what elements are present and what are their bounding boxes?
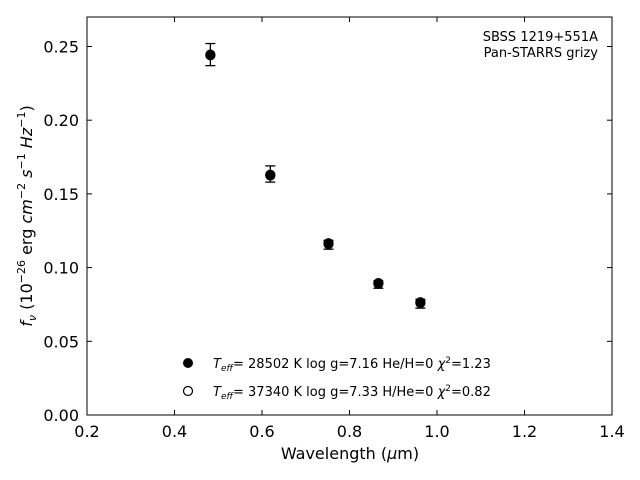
y-tick-label: 0.20 [43, 111, 79, 130]
ticks [86, 17, 613, 416]
point-filled [205, 50, 216, 61]
point-filled [323, 238, 334, 250]
legend-label-filled: Teff= 28502 K log g=7.16 He/H=0 χ2=1.23 [213, 356, 491, 374]
legend-marker-filled [183, 358, 193, 368]
legend-marker-open [182, 385, 194, 397]
markers [205, 49, 426, 309]
plot-area [86, 16, 613, 416]
point-filled [415, 297, 426, 309]
annotation-object: SBSS 1219+551A [483, 30, 598, 45]
x-tick-label: 0.4 [162, 422, 187, 441]
y-tick-label: 0.25 [43, 37, 79, 56]
x-tick-label: 1.2 [512, 422, 537, 441]
annotation-survey: Pan-STARRS grizy [484, 46, 599, 61]
tick-labels: 0.2 0.4 0.6 0.8 1.0 1.2 1.4 0.00 0.05 0.10 0.15 0.2… [43, 37, 624, 441]
x-tick-label: 1.4 [599, 422, 624, 441]
x-tick-label: 0.2 [74, 422, 99, 441]
x-tick-label: 1.0 [424, 422, 449, 441]
point-filled [265, 169, 276, 180]
x-tick-label: 0.8 [337, 422, 362, 441]
y-tick-label: 0.10 [43, 259, 79, 278]
y-tick-label: 0.05 [43, 332, 79, 351]
point-filled [373, 277, 384, 289]
y-axis-label: fν (10−26 erg cm−2 s−1 Hz−1) [15, 105, 39, 326]
x-tick-label: 0.6 [249, 422, 274, 441]
legend-label-open: Teff= 37340 K log g=7.33 H/He=0 χ2=0.82 [213, 384, 491, 402]
y-tick-label: 0.15 [43, 185, 79, 204]
x-axis-label: Wavelength (μm) [281, 444, 419, 463]
legend: Teff= 28502 K log g=7.16 He/H=0 χ2=1.23 … [182, 356, 491, 402]
y-tick-label: 0.00 [43, 406, 79, 425]
